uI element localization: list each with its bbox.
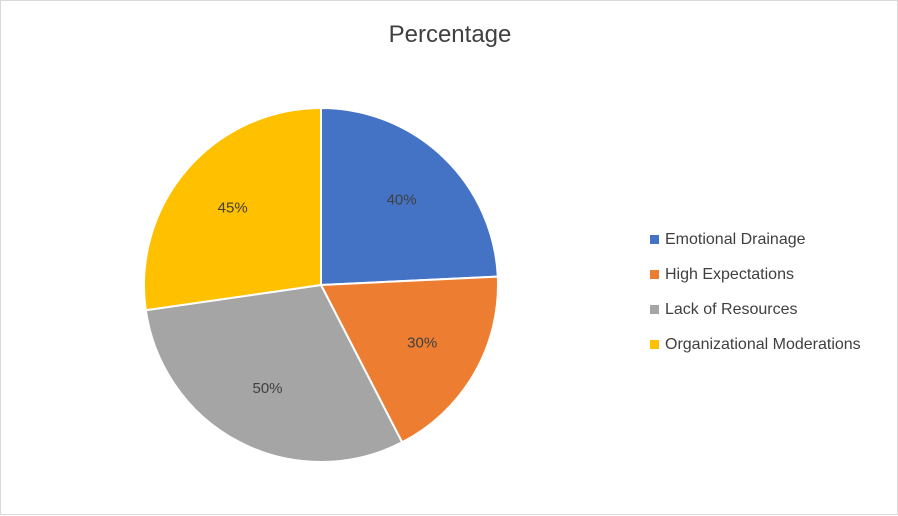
legend-label: Emotional Drainage	[665, 230, 806, 248]
legend: Emotional Drainage High Expectations Lac…	[650, 222, 861, 362]
legend-label: High Expectations	[665, 265, 794, 283]
data-label-high-expectations: 30%	[407, 334, 437, 351]
chart-title: Percentage	[388, 21, 512, 48]
legend-item-lack-of-resources: Lack of Resources	[650, 292, 861, 327]
legend-item-emotional-drainage: Emotional Drainage	[650, 222, 861, 257]
data-label-organizational-moderations: 45%	[218, 199, 248, 216]
legend-swatch-organizational-moderations	[650, 340, 659, 349]
pie-slice-lack-of-resources	[144, 283, 404, 463]
legend-item-organizational-moderations: Organizational Moderations	[650, 327, 861, 362]
pie-slices	[143, 106, 499, 463]
legend-swatch-emotional-drainage	[650, 235, 659, 244]
legend-swatch-high-expectations	[650, 270, 659, 279]
data-label-emotional-drainage: 40%	[387, 191, 417, 208]
legend-swatch-lack-of-resources	[650, 305, 659, 314]
data-label-lack-of-resources: 50%	[252, 380, 282, 397]
legend-label: Organizational Moderations	[665, 335, 861, 353]
pie-slice-high-expectations	[319, 275, 499, 444]
pie-slice-organizational-moderations	[143, 106, 322, 312]
legend-item-high-expectations: High Expectations	[650, 257, 861, 292]
pie-slice-emotional-drainage	[320, 106, 499, 287]
pie-data-labels: 40% 30% 50% 45%	[218, 191, 438, 396]
legend-label: Lack of Resources	[665, 300, 798, 318]
